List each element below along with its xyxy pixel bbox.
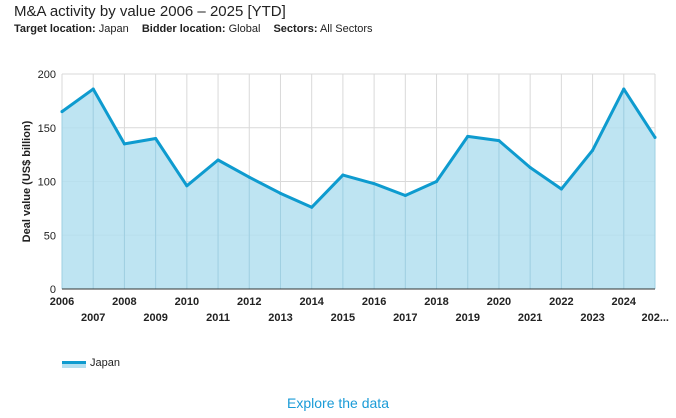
y-tick-label: 100 (38, 177, 56, 189)
x-tick-label: 2008 (112, 296, 136, 308)
x-tick-label: 2013 (268, 312, 292, 324)
x-tick-label: 2010 (175, 296, 199, 308)
filter-summary: Target location: Japan Bidder location: … (14, 23, 373, 35)
data-point (154, 137, 158, 140)
filter-sectors-label: Sectors: (273, 23, 318, 35)
data-point (185, 184, 189, 188)
x-tick-label: 2024 (612, 296, 637, 308)
data-point (622, 87, 626, 91)
x-tick-label: 2007 (81, 312, 105, 324)
chart-title: M&A activity by value 2006 – 2025 [YTD] (14, 3, 286, 20)
x-tick-label: 202... (641, 312, 669, 324)
y-tick-label: 0 (50, 284, 56, 296)
filter-bidder-value: Global (228, 23, 261, 35)
filter-bidder-label: Bidder location: (141, 23, 226, 35)
data-point (497, 139, 501, 143)
x-tick-label: 2019 (455, 312, 479, 324)
data-point (91, 87, 95, 91)
data-point (372, 182, 376, 186)
data-point (310, 205, 314, 209)
y-tick-label: 150 (38, 123, 56, 135)
x-tick-label: 2023 (580, 312, 604, 324)
x-tick-label: 2011 (206, 312, 230, 324)
data-point (559, 187, 563, 191)
filter-sectors-value: All Sectors (319, 23, 373, 35)
explore-data-link[interactable]: Explore the data (287, 395, 389, 411)
data-point (591, 148, 595, 152)
series-area-japan (62, 89, 655, 289)
data-point (653, 135, 657, 139)
data-point (466, 134, 470, 138)
data-point (60, 110, 64, 114)
area-chart: 0 50 100 150 200 2006 2007 2008 2009 2010 2011 2012… (21, 69, 669, 324)
x-tick-label: 2022 (549, 296, 573, 308)
data-point (435, 180, 439, 183)
filter-target-label: Target location: (14, 23, 96, 35)
x-tick-label: 2006 (50, 296, 74, 308)
legend-label-japan: Japan (90, 357, 120, 369)
x-tick-label: 2021 (518, 312, 542, 324)
y-tick-label: 200 (38, 69, 56, 81)
data-point (122, 142, 126, 146)
data-point (216, 158, 220, 162)
filter-target-value: Japan (98, 23, 129, 35)
y-axis-label: Deal value (US$ billion) (21, 120, 33, 242)
data-point (278, 191, 282, 195)
data-point (403, 193, 407, 197)
x-tick-label: 2017 (393, 312, 417, 324)
legend-swatch-japan (62, 358, 86, 368)
data-point (247, 175, 251, 179)
x-tick-label: 2016 (362, 296, 386, 308)
data-point (528, 166, 532, 170)
y-tick-label: 50 (44, 230, 56, 242)
data-point (341, 173, 345, 177)
x-tick-label: 2014 (299, 296, 324, 308)
x-tick-label: 2009 (143, 312, 167, 324)
x-tick-label: 2012 (237, 296, 261, 308)
chart-legend[interactable]: Japan (62, 357, 120, 369)
series-line-japan (60, 87, 657, 209)
x-tick-label: 2015 (331, 312, 355, 324)
x-tick-label: 2018 (424, 296, 448, 308)
x-tick-label: 2020 (487, 296, 511, 308)
